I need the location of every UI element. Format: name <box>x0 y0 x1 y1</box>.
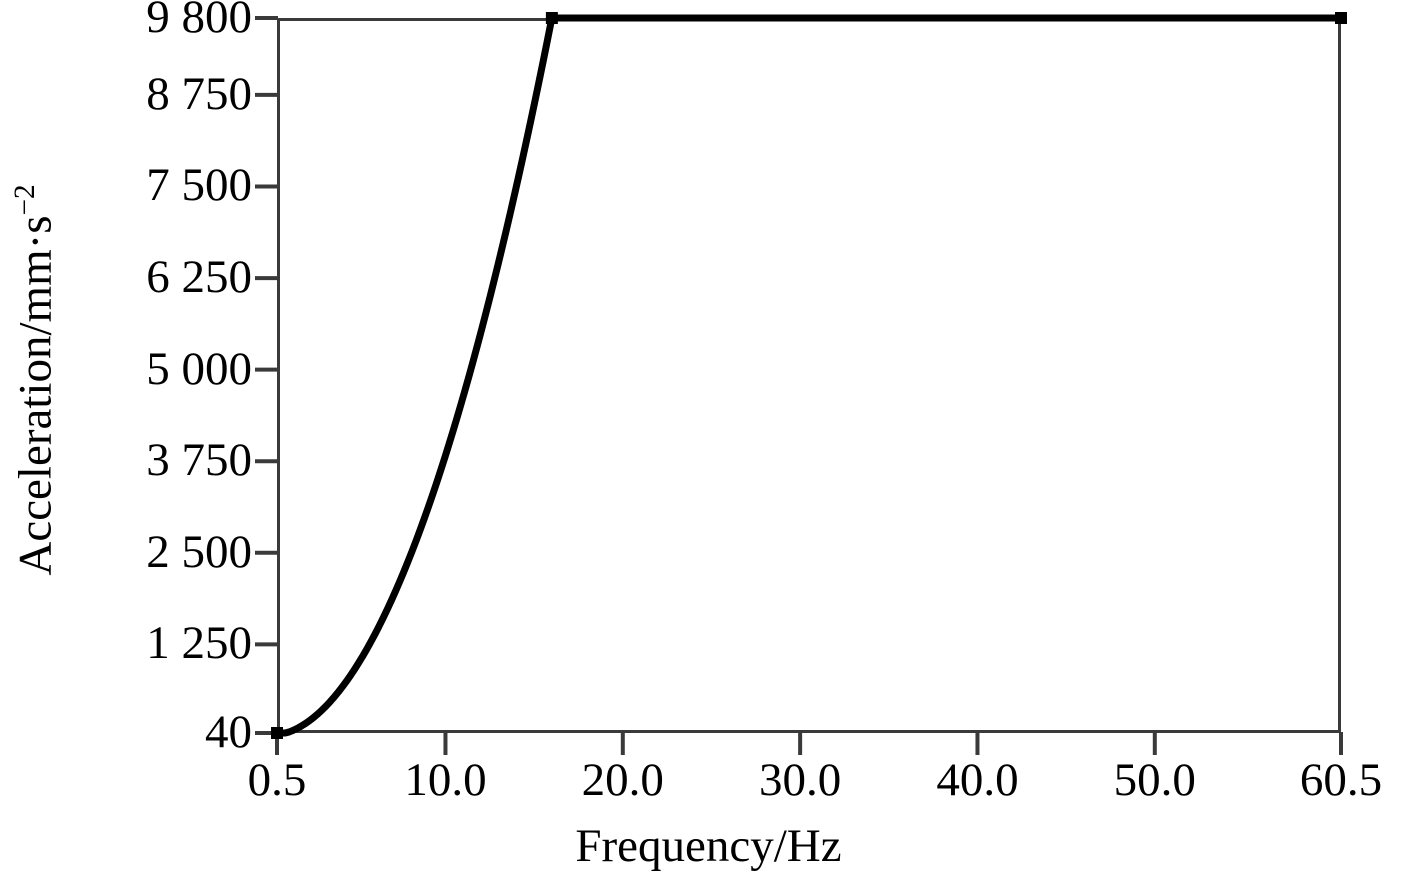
x-axis-tick-label: 0.5 <box>247 754 307 806</box>
plot-area <box>277 18 1341 733</box>
data-series-line <box>273 14 1345 737</box>
plot-canvas <box>255 12 1347 755</box>
y-axis-tick-label: 7 500 <box>146 159 252 212</box>
data-point-marker <box>271 727 283 739</box>
x-axis-tick-label: 60.5 <box>1299 754 1383 806</box>
x-axis-tick-label: 20.0 <box>581 754 664 806</box>
x-axis-tick-labels: 0.5 10.0 20.0 30.0 40.0 50.0 60.5 <box>0 755 1417 815</box>
data-series-group <box>271 12 1347 739</box>
x-axis-ticks <box>275 732 1343 755</box>
y-axis-tick-label: 40 <box>205 706 252 758</box>
x-axis-title: Frequency/Hz <box>575 820 842 872</box>
y-axis-tick-label: 6 250 <box>146 251 252 304</box>
y-axis-tick-label: 3 750 <box>146 434 252 487</box>
y-axis-tick-label: 1 250 <box>146 617 252 670</box>
data-point-marker <box>1335 12 1347 24</box>
y-axis-tick-label: 8 750 <box>146 67 252 120</box>
y-axis-ticks <box>255 16 278 735</box>
y-axis-tick-label: 5 000 <box>146 342 252 395</box>
x-axis-tick-label: 10.0 <box>404 754 487 806</box>
y-axis-tick-labels: 9 800 8 750 7 500 6 250 5 000 3 750 2 500 1 250… <box>0 0 252 894</box>
x-axis-tick-label: 30.0 <box>759 754 842 806</box>
x-axis-tick-label: 50.0 <box>1113 754 1196 806</box>
y-axis-tick-label: 2 500 <box>146 525 252 578</box>
x-axis-tick-label: 40.0 <box>936 754 1019 806</box>
data-point-marker <box>545 12 558 24</box>
y-axis-tick-label: 9 800 <box>146 0 252 43</box>
